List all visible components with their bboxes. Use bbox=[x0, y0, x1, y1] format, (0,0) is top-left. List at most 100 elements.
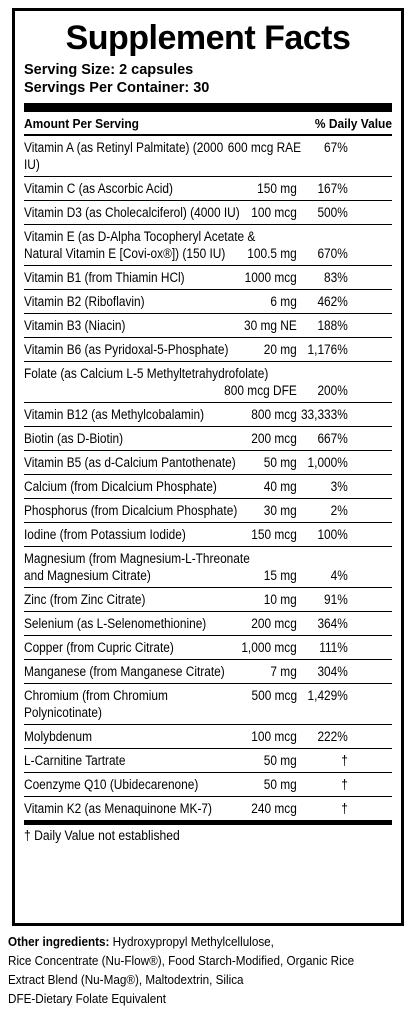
table-row: Calcium (from Dicalcium Phosphate) 40 mg 3… bbox=[24, 475, 392, 499]
nutrient-amount: 800 mcg bbox=[251, 407, 297, 422]
nutrient-daily-value: † bbox=[341, 777, 348, 792]
footnote: † Daily Value not established bbox=[24, 828, 180, 843]
other-ingredients-line2: Rice Concentrate (Nu-Flow®), Food Starch… bbox=[8, 953, 355, 968]
table-row: Vitamin B2 (Riboflavin) 6 mg 462% bbox=[24, 290, 392, 314]
nutrient-name: Manganese (from Manganese Citrate) bbox=[24, 664, 225, 679]
panel-title: Supplement Facts bbox=[65, 19, 351, 57]
table-row: Vitamin B5 (as d-Calcium Pantothenate) 50… bbox=[24, 451, 392, 475]
table-row: Vitamin D3 (as Cholecalciferol) (4000 IU… bbox=[24, 201, 392, 225]
nutrient-daily-value: 4% bbox=[330, 568, 348, 583]
nutrient-name: Zinc (from Zinc Citrate) bbox=[24, 592, 146, 607]
other-ingredients-label: Other ingredients: bbox=[8, 934, 110, 949]
nutrient-amount: 7 mg bbox=[270, 664, 297, 679]
nutrient-daily-value: 2% bbox=[330, 503, 348, 518]
table-row: Copper (from Cupric Citrate) 1,000 mcg 111… bbox=[24, 636, 392, 660]
nutrient-amount: 100 mcg bbox=[251, 205, 297, 220]
nutrient-daily-value: 188% bbox=[317, 318, 348, 333]
nutrient-amount: 6 mg bbox=[270, 294, 297, 309]
table-row: Biotin (as D-Biotin) 200 mcg 667% bbox=[24, 427, 392, 451]
table-row: Zinc (from Zinc Citrate) 10 mg 91% bbox=[24, 588, 392, 612]
serving-size: Serving Size: 2 capsules bbox=[24, 62, 194, 78]
nutrient-daily-value: 1,429% bbox=[307, 688, 348, 703]
nutrient-name: Calcium (from Dicalcium Phosphate) bbox=[24, 479, 217, 494]
servings-per-container: Servings Per Container: 30 bbox=[24, 80, 210, 96]
dfe-note: DFE-Dietary Folate Equivalent bbox=[8, 991, 167, 1006]
nutrient-name-line1: Magnesium (from Magnesium-L-Threonate bbox=[24, 551, 250, 566]
nutrient-name: Vitamin K2 (as Menaquinone MK-7) bbox=[24, 801, 212, 816]
other-ingredients: Other ingredients: Hydroxypropyl Methylc… bbox=[8, 932, 372, 1008]
nutrient-name-line1: Vitamin E (as D-Alpha Tocopheryl Acetate… bbox=[24, 229, 256, 244]
nutrient-name: Vitamin B2 (Riboflavin) bbox=[24, 294, 145, 309]
nutrient-name: Chromium (from Chromium Polynicotinate) bbox=[24, 688, 168, 720]
nutrient-amount: 50 mg bbox=[263, 455, 297, 470]
nutrient-amount: 600 mcg RAE bbox=[227, 140, 302, 155]
nutrient-amount: 20 mg bbox=[263, 342, 297, 357]
nutrient-daily-value: 222% bbox=[317, 729, 348, 744]
table-row: Molybdenum 100 mcg 222% bbox=[24, 725, 392, 749]
nutrient-name: Phosphorus (from Dicalcium Phosphate) bbox=[24, 503, 238, 518]
table-row: Vitamin A (as Retinyl Palmitate) (2000 I… bbox=[24, 136, 392, 177]
table-header: Amount Per Serving % Daily Value bbox=[24, 112, 393, 136]
nutrient-daily-value: 200% bbox=[317, 383, 348, 398]
nutrient-daily-value: 83% bbox=[324, 270, 348, 285]
amount-header: Amount Per Serving bbox=[24, 115, 139, 131]
nutrient-amount: 1,000 mcg bbox=[241, 640, 297, 655]
nutrient-amount: 100 mcg bbox=[251, 729, 297, 744]
nutrient-amount: 30 mg bbox=[263, 503, 297, 518]
nutrient-name: Vitamin A (as Retinyl Palmitate) (2000 I… bbox=[24, 140, 224, 172]
nutrient-amount: 150 mcg bbox=[251, 527, 297, 542]
table-row: Phosphorus (from Dicalcium Phosphate) 30 … bbox=[24, 499, 392, 523]
table-row: Vitamin B12 (as Methylcobalamin) 800 mcg 3… bbox=[24, 403, 392, 427]
nutrient-list: Vitamin A (as Retinyl Palmitate) (2000 I… bbox=[24, 136, 392, 825]
nutrient-name: Vitamin D3 (as Cholecalciferol) (4000 IU… bbox=[24, 205, 240, 220]
nutrient-name: Biotin (as D-Biotin) bbox=[24, 431, 124, 446]
nutrient-daily-value: 1,176% bbox=[307, 342, 348, 357]
table-row: Vitamin C (as Ascorbic Acid) 150 mg 167% bbox=[24, 177, 392, 201]
table-row: Folate (as Calcium L-5 Methyltetrahydrof… bbox=[24, 362, 392, 403]
nutrient-name: L-Carnitine Tartrate bbox=[24, 753, 126, 768]
thick-divider bbox=[24, 103, 392, 112]
table-row: Chromium (from Chromium Polynicotinate) 5… bbox=[24, 684, 392, 725]
nutrient-name: Coenzyme Q10 (Ubidecarenone) bbox=[24, 777, 199, 792]
nutrient-amount: 200 mcg bbox=[251, 616, 297, 631]
nutrient-amount: 50 mg bbox=[263, 753, 297, 768]
table-row: Vitamin B6 (as Pyridoxal-5-Phosphate) 20 … bbox=[24, 338, 392, 362]
nutrient-daily-value: † bbox=[341, 753, 348, 768]
nutrient-name-line1: Folate (as Calcium L-5 Methyltetrahydrof… bbox=[24, 366, 269, 381]
table-row: Coenzyme Q10 (Ubidecarenone) 50 mg † bbox=[24, 773, 392, 797]
nutrient-amount: 15 mg bbox=[263, 568, 297, 583]
nutrient-amount: 40 mg bbox=[263, 479, 297, 494]
nutrient-name: Vitamin B6 (as Pyridoxal-5-Phosphate) bbox=[24, 342, 229, 357]
supplement-facts-panel: Supplement Facts Serving Size: 2 capsule… bbox=[12, 8, 404, 926]
dv-header: % Daily Value bbox=[314, 115, 393, 131]
nutrient-daily-value: 500% bbox=[317, 205, 348, 220]
table-row: Vitamin E (as D-Alpha Tocopheryl Acetate… bbox=[24, 225, 392, 266]
nutrient-amount: 800 mcg DFE bbox=[224, 383, 297, 398]
nutrient-daily-value: 67% bbox=[324, 140, 348, 155]
table-row: Iodine (from Potassium Iodide) 150 mcg 100… bbox=[24, 523, 392, 547]
nutrient-daily-value: 33,333% bbox=[300, 407, 348, 422]
nutrient-name: Molybdenum bbox=[24, 729, 93, 744]
nutrient-amount: 500 mcg bbox=[251, 688, 298, 703]
nutrient-name: Copper (from Cupric Citrate) bbox=[24, 640, 174, 655]
nutrient-name: Vitamin B5 (as d-Calcium Pantothenate) bbox=[24, 455, 236, 470]
nutrient-daily-value: 91% bbox=[324, 592, 348, 607]
nutrient-amount: 200 mcg bbox=[251, 431, 297, 446]
nutrient-amount: 10 mg bbox=[263, 592, 297, 607]
nutrient-daily-value: † bbox=[341, 801, 348, 816]
table-row: Vitamin K2 (as Menaquinone MK-7) 240 mcg † bbox=[24, 797, 392, 825]
nutrient-daily-value: 364% bbox=[317, 616, 348, 631]
nutrient-name: Vitamin B12 (as Methylcobalamin) bbox=[24, 407, 205, 422]
nutrient-daily-value: 1,000% bbox=[307, 455, 348, 470]
table-row: Vitamin B1 (from Thiamin HCl) 1000 mcg 83% bbox=[24, 266, 392, 290]
nutrient-daily-value: 3% bbox=[330, 479, 348, 494]
nutrient-daily-value: 670% bbox=[317, 246, 348, 261]
nutrient-name: Natural Vitamin E [Covi-ox®]) (150 IU) bbox=[24, 246, 226, 261]
nutrient-daily-value: 667% bbox=[317, 431, 348, 446]
nutrient-daily-value: 111% bbox=[319, 640, 348, 655]
table-row: Vitamin B3 (Niacin) 30 mg NE 188% bbox=[24, 314, 392, 338]
table-row: Magnesium (from Magnesium-L-Threonate and… bbox=[24, 547, 392, 588]
nutrient-name: Iodine (from Potassium Iodide) bbox=[24, 527, 186, 542]
nutrient-amount: 50 mg bbox=[263, 777, 297, 792]
table-row: L-Carnitine Tartrate 50 mg † bbox=[24, 749, 392, 773]
